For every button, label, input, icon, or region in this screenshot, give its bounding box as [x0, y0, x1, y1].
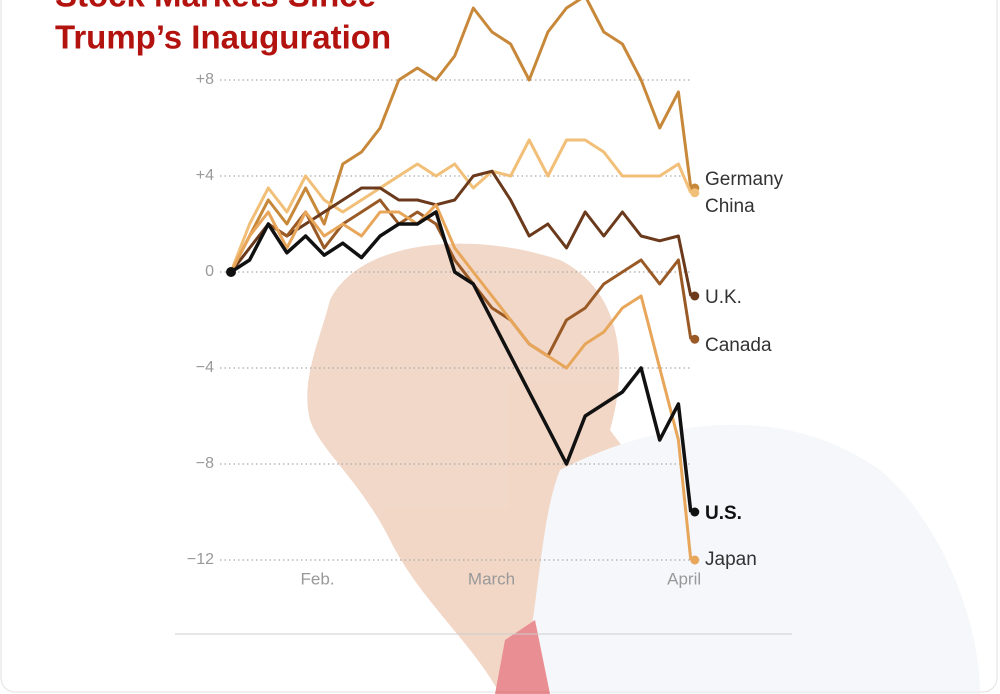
x-tick-label: March — [468, 569, 515, 588]
x-tick-label: April — [667, 569, 701, 588]
y-tick-label: +4 — [196, 167, 214, 184]
end-dot — [690, 334, 700, 344]
series-line — [229, 169, 693, 297]
series-line — [229, 138, 693, 273]
end-dot — [690, 507, 700, 517]
y-tick-label: 0 — [205, 263, 214, 280]
end-dot — [690, 555, 700, 565]
x-tick-label: Feb. — [301, 569, 335, 588]
series-label: Japan — [705, 549, 757, 570]
y-tick-label: −4 — [196, 359, 214, 376]
series-line — [229, 203, 693, 561]
start-dot — [226, 267, 236, 277]
y-tick-label: +8 — [196, 71, 214, 88]
series-line — [229, 0, 693, 273]
series-label: China — [705, 196, 755, 217]
series-label: Germany — [705, 169, 784, 190]
end-dot — [690, 188, 700, 198]
series-label: U.S. — [705, 503, 742, 524]
y-tick-label: −8 — [196, 455, 214, 472]
end-dot — [690, 291, 700, 301]
y-tick-label: −12 — [187, 551, 214, 568]
chart-title-line: Stock Markets Since — [55, 0, 376, 14]
series-line — [230, 210, 693, 513]
series-label: Canada — [705, 335, 772, 356]
chart-title-line: Trump’s Inauguration — [55, 19, 391, 56]
series-label: U.K. — [705, 287, 742, 308]
background-photo — [307, 243, 980, 694]
